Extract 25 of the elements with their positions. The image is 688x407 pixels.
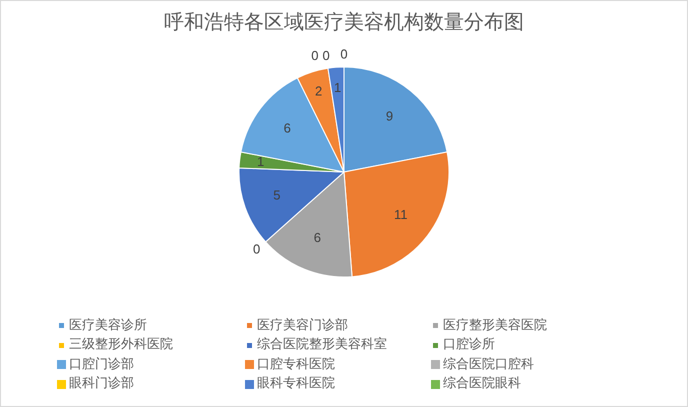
legend-label: 综合医院口腔科 (443, 354, 534, 373)
data-label: 6 (284, 120, 291, 136)
data-label: 5 (273, 188, 280, 203)
legend-label: 口腔诊所 (443, 335, 495, 354)
legend-label: 口腔门诊部 (69, 354, 134, 373)
text: 0 (340, 46, 348, 62)
data-label: 6 (314, 230, 321, 245)
legend-label: 眼科门诊部 (69, 374, 134, 392)
data-label: 1 (334, 80, 342, 95)
data-label: 11 (394, 206, 408, 222)
legend-label: 医疗整形美容医院 (443, 316, 547, 334)
text: 0 (322, 48, 330, 63)
legend-label: 眼科专科医院 (257, 374, 335, 392)
text: 0 (253, 241, 260, 256)
data-label: 9 (386, 108, 394, 124)
data-label: 2 (315, 83, 322, 98)
legend-label: 三级整形外科医院 (69, 335, 173, 354)
data-label: 1 (256, 154, 264, 169)
legend-label: 医疗美容门诊部 (257, 316, 348, 334)
text: 0 (311, 48, 319, 63)
chart-title: 呼和浩特各区域医疗美容机构数量分布图 (164, 10, 524, 34)
legend-label: 综合医院眼科 (443, 374, 521, 392)
legend-label: 口腔专科医院 (257, 354, 335, 373)
legend-label: 综合医院整形美容科室 (257, 335, 387, 354)
legend-label: 医疗美容诊所 (69, 316, 147, 334)
